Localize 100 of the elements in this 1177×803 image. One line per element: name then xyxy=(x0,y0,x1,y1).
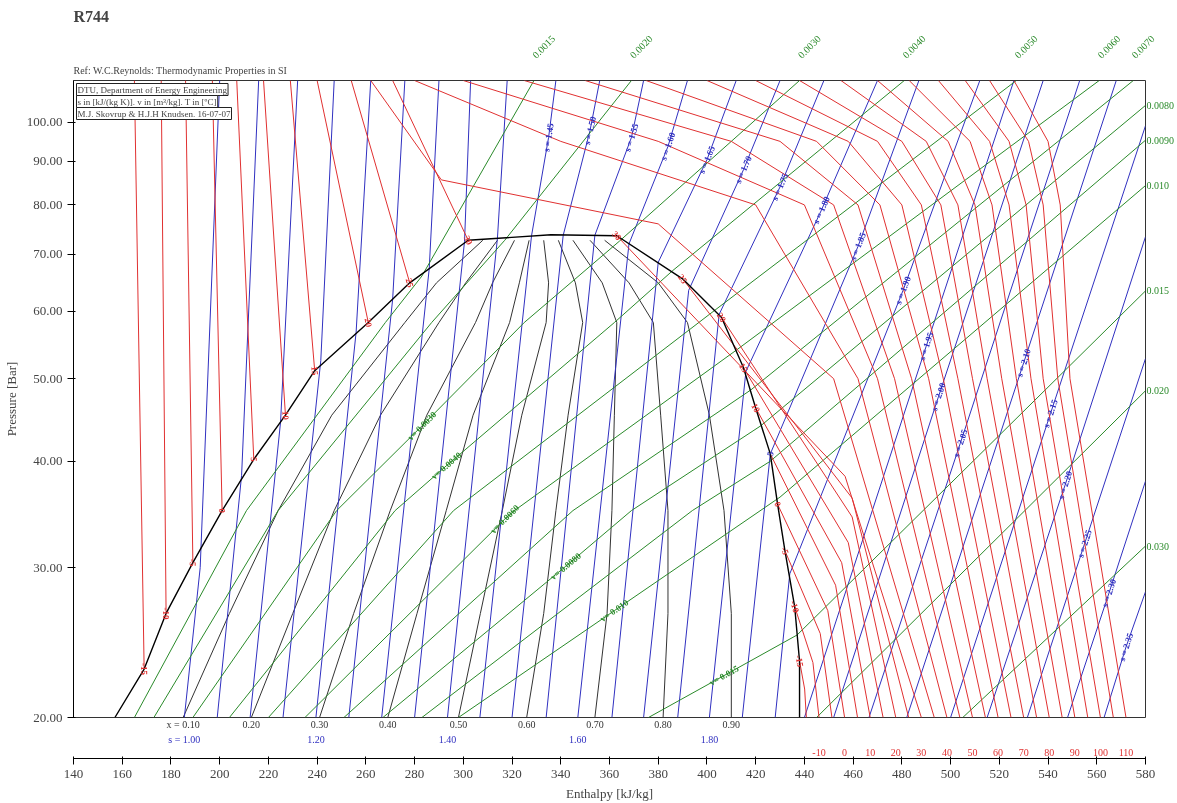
annotation: s in [kJ/(kg K)]. v in [m³/kg]. T in [ºC] xyxy=(77,96,217,107)
annotation: s = 2.00 xyxy=(929,381,948,413)
annotation: 0 xyxy=(217,508,228,514)
annotation: 90 xyxy=(1069,746,1080,758)
annotation: s = 1.95 xyxy=(917,330,936,362)
annotation: 0 xyxy=(842,746,848,758)
annotation: 15 xyxy=(736,361,751,375)
x-tick-label: 220 xyxy=(258,765,279,781)
annotation: 1.60 xyxy=(569,733,587,745)
annotation: s = 1.75 xyxy=(769,171,791,203)
annotation: 30 xyxy=(610,229,624,243)
annotation: 0.70 xyxy=(586,718,604,730)
annotation: s = 2.20 xyxy=(1055,469,1075,501)
x-tick-label: 520 xyxy=(989,765,1010,781)
x-tick-label: 460 xyxy=(843,765,863,781)
annotation: 25 xyxy=(403,277,416,290)
annotation: s = 2.35 xyxy=(1116,631,1136,663)
annotation: s = 1.80 xyxy=(811,194,833,226)
x-tick-label: 560 xyxy=(1087,765,1107,781)
x-tick-label: 140 xyxy=(63,765,84,781)
x-tick-label: 400 xyxy=(697,765,717,781)
annotation: -10 xyxy=(812,746,826,758)
annotation: -15 xyxy=(139,662,150,676)
annotation: 0.010 xyxy=(1146,180,1169,192)
annotation: 0.020 xyxy=(1146,385,1169,397)
x-tick-label: 360 xyxy=(599,765,620,781)
x-tick-label: 580 xyxy=(1135,765,1156,781)
annotation: 0.030 xyxy=(1146,540,1169,552)
annotation: 0.40 xyxy=(379,718,397,730)
y-tick-label: 20.00 xyxy=(33,709,63,725)
annotation: v= 0.015 xyxy=(707,663,741,688)
y-tick-label: 50.00 xyxy=(33,370,63,386)
annotation: 80 xyxy=(1044,746,1055,758)
y-tick-label: 60.00 xyxy=(33,303,63,319)
annotation: -10 xyxy=(788,599,802,615)
annotation: 10 xyxy=(865,746,876,758)
annotation: s = 1.55 xyxy=(622,121,641,153)
annotation: s = 1.70 xyxy=(733,153,755,185)
annotation: s = 1.60 xyxy=(658,130,678,162)
annotation: 20 xyxy=(890,746,901,758)
annotation: 0.30 xyxy=(310,718,329,730)
annotation: -5 xyxy=(778,545,792,557)
x-tick-label: 240 xyxy=(307,765,327,781)
annotation: 0 xyxy=(772,500,784,509)
annotation: 20 xyxy=(714,311,729,325)
x-tick-label: 420 xyxy=(745,765,766,781)
x-tick-label: 260 xyxy=(356,765,376,781)
annotation: s = 1.65 xyxy=(696,144,718,175)
x-tick-label: 480 xyxy=(892,765,912,781)
y-axis-title: Pressure [Bar] xyxy=(3,361,19,437)
annotation: 60 xyxy=(993,746,1004,758)
y-tick-label: 30.00 xyxy=(33,559,63,575)
annotation: 0.60 xyxy=(517,718,536,730)
x-tick-label: 500 xyxy=(940,765,961,781)
annotation: 20 xyxy=(362,317,375,329)
y-tick-label: 100.00 xyxy=(26,114,63,130)
x-tick-label: 440 xyxy=(794,765,815,781)
annotation: x = 0.10 xyxy=(166,718,200,730)
annotation: s = 1.85 xyxy=(848,230,869,262)
annotation: 10 xyxy=(280,410,291,421)
annotation: 25 xyxy=(675,272,690,286)
x-tick-label: 300 xyxy=(453,765,474,781)
annotation: s = 1.90 xyxy=(893,274,914,306)
annotation: 110 xyxy=(1118,746,1134,758)
annotation: M.J. Skovrup & H.J.H Knudsen. 16-07-07 xyxy=(77,108,231,119)
annotation: 10 xyxy=(749,401,763,415)
x-tick-label: 280 xyxy=(404,765,425,781)
annotation: 0.90 xyxy=(722,718,741,730)
annotation: -10 xyxy=(161,607,172,620)
annotation: s = 1.50 xyxy=(581,114,599,146)
annotation: -15 xyxy=(793,654,806,669)
annotation: 100 xyxy=(1092,746,1108,758)
annotation: s = 2.25 xyxy=(1075,527,1094,559)
annotation: 0.20 xyxy=(242,718,261,730)
y-tick-label: 70.00 xyxy=(33,246,63,262)
y-tick-label: 90.00 xyxy=(33,153,63,169)
annotation: 1.20 xyxy=(307,733,325,745)
annotation: 70 xyxy=(1018,746,1029,758)
annotation: 1.80 xyxy=(700,733,719,745)
annotation: s = 1.00 xyxy=(168,733,201,745)
annotation: 0.50 xyxy=(449,718,468,730)
annotation: -5 xyxy=(187,558,198,567)
annotation: 5 xyxy=(764,450,776,458)
annotation: 0.80 xyxy=(654,718,672,730)
annotation: 30 xyxy=(461,234,475,247)
x-tick-label: 380 xyxy=(648,765,668,781)
x-tick-label: 160 xyxy=(112,765,132,781)
annotation: 30 xyxy=(916,746,927,758)
annotation: s = 1.45 xyxy=(541,121,556,153)
annotation: 0.0090 xyxy=(1146,134,1174,146)
annotation: 0.0080 xyxy=(1146,99,1174,111)
annotation: 50 xyxy=(967,746,978,758)
y-tick-label: 40.00 xyxy=(33,453,63,469)
y-tick-label: 80.00 xyxy=(33,196,63,212)
chart-subtitle: Ref: W.C.Reynolds: Thermodynamic Properties in SI xyxy=(73,64,287,76)
x-tick-label: 200 xyxy=(209,765,230,781)
x-axis-title: Enthalpy [kJ/kg] xyxy=(565,785,654,801)
annotation: 40 xyxy=(941,746,952,758)
annotation: DTU, Department of Energy Engineering xyxy=(77,84,228,95)
annotation: v= 0.010 xyxy=(598,597,631,624)
